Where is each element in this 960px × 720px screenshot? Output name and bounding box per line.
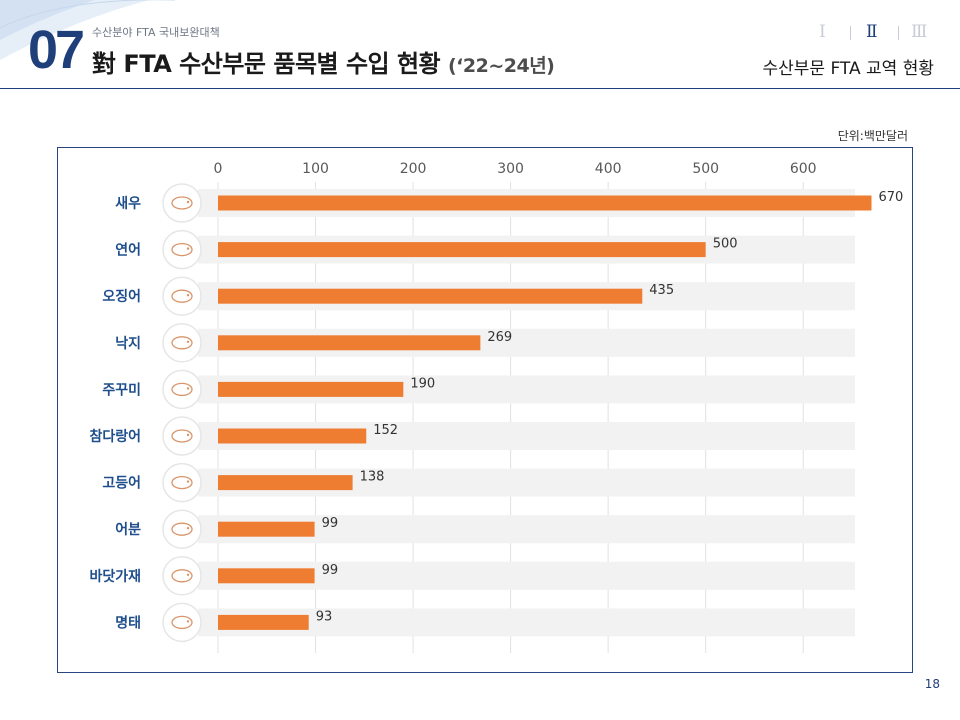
bar-5 (218, 381, 404, 397)
unit-label: 단위:백만달러 (837, 129, 908, 143)
bar-2 (218, 242, 706, 258)
section-name: 수산부문 FTA 교역 현황 (762, 59, 934, 79)
category-label: 새우 (115, 196, 141, 212)
chart-frame: 0 100 200 300 400 500 600 새우 670 연어 500 오징어 435 낙지 269… (57, 147, 913, 673)
category-label: 주꾸미 (102, 382, 141, 398)
value-label: 500 (713, 237, 738, 252)
value-label: 99 (322, 563, 339, 578)
category-label: 낙지 (115, 336, 141, 352)
x-tick-label: 300 (497, 161, 524, 177)
category-label: 연어 (115, 242, 141, 259)
mackerel-icon (162, 462, 202, 503)
value-label: 93 (316, 609, 333, 624)
category-label: 어분 (115, 521, 141, 538)
category-label: 바닷가재 (89, 568, 141, 585)
nav-item-2[interactable]: Ⅱ (866, 22, 878, 42)
value-label: 269 (487, 330, 512, 345)
nav-separator (898, 26, 899, 40)
octopus-icon (162, 323, 202, 363)
shrimp-icon (162, 183, 202, 223)
bar-7 (218, 475, 353, 491)
header-wave-decoration (0, 0, 175, 60)
pollock-icon (162, 602, 202, 643)
nav-item-3[interactable]: Ⅲ (911, 22, 928, 42)
x-tick-label: 100 (302, 161, 329, 177)
squid-icon (162, 276, 202, 316)
value-label: 670 (879, 190, 904, 205)
import-by-item-bar-chart: 0 100 200 300 400 500 600 새우 670 연어 500 오징어 435 낙지 269… (89, 161, 904, 653)
bar-4 (218, 335, 481, 351)
salmon-icon (162, 229, 202, 270)
value-label: 99 (322, 516, 339, 531)
bar-3 (218, 288, 643, 304)
value-label: 190 (410, 376, 435, 391)
section-kicker: 수산분야 FTA 국내보완대책 (92, 26, 220, 39)
lobster-icon (162, 556, 202, 596)
bar-10 (218, 614, 309, 630)
value-label: 152 (373, 423, 398, 438)
x-tick-label: 500 (692, 161, 719, 177)
bar-6 (218, 428, 367, 444)
nav-item-1[interactable]: Ⅰ (819, 22, 826, 42)
nav-separator (850, 26, 851, 40)
x-tick-label: 200 (400, 161, 427, 177)
header-divider (0, 88, 960, 89)
bar-8 (218, 521, 315, 537)
category-label: 오징어 (102, 288, 141, 305)
x-tick-label: 600 (790, 161, 817, 177)
category-label: 참다랑어 (89, 428, 141, 445)
value-label: 435 (649, 283, 674, 298)
category-label: 고등어 (102, 475, 141, 492)
x-tick-label: 400 (595, 161, 622, 177)
webfoot-octopus-icon (162, 369, 202, 410)
bar-1 (218, 195, 872, 211)
tuna-icon (162, 416, 202, 456)
bar-9 (218, 568, 315, 584)
category-label: 명태 (115, 614, 141, 631)
x-tick-label: 0 (214, 161, 223, 177)
section-number: 07 (28, 20, 85, 80)
page-number: 18 (924, 677, 940, 691)
page-title: 對 FTA 수산부문 품목별 수입 현황 (‘22~24년) (92, 44, 555, 79)
fishmeal-icon (162, 509, 202, 549)
value-label: 138 (360, 470, 385, 485)
page-title-period: (‘22~24년) (448, 55, 555, 77)
page-title-text: 對 FTA 수산부문 품목별 수입 현황 (92, 50, 441, 78)
